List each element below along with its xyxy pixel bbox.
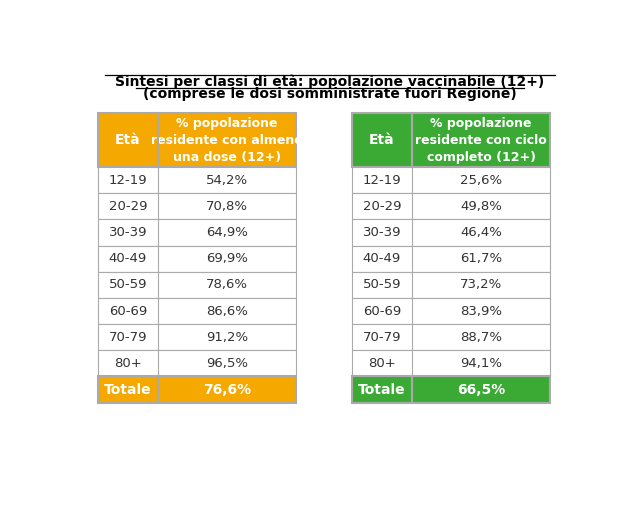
Bar [352, 246, 550, 272]
Bar [97, 167, 296, 193]
Text: 49,8%: 49,8% [460, 200, 502, 213]
Bar [97, 350, 296, 377]
Text: 80+: 80+ [368, 357, 396, 370]
Text: % popolazione
residente con almeno
una dose (12+): % popolazione residente con almeno una d… [151, 117, 303, 163]
Bar [97, 113, 296, 167]
Text: 40-49: 40-49 [109, 252, 147, 265]
Text: 80+: 80+ [114, 357, 142, 370]
Text: 61,7%: 61,7% [460, 252, 502, 265]
Bar [352, 272, 550, 298]
Text: 73,2%: 73,2% [460, 278, 502, 292]
Bar [97, 324, 296, 350]
Text: 91,2%: 91,2% [206, 331, 248, 344]
Text: 25,6%: 25,6% [460, 173, 502, 187]
Bar [97, 298, 296, 324]
Text: 96,5%: 96,5% [206, 357, 248, 370]
Text: 30-39: 30-39 [363, 226, 401, 239]
Text: 66,5%: 66,5% [457, 383, 506, 396]
Bar [352, 324, 550, 350]
Bar [352, 193, 550, 219]
Text: 40-49: 40-49 [363, 252, 401, 265]
Bar [352, 113, 550, 167]
Text: 12-19: 12-19 [363, 173, 401, 187]
Text: Totale: Totale [104, 383, 151, 396]
Text: 94,1%: 94,1% [460, 357, 502, 370]
Text: 70,8%: 70,8% [206, 200, 248, 213]
Bar [352, 167, 550, 193]
Text: 60-69: 60-69 [109, 304, 147, 318]
Bar [352, 298, 550, 324]
Text: 76,6%: 76,6% [203, 383, 251, 396]
Text: 83,9%: 83,9% [460, 304, 502, 318]
Text: 46,4%: 46,4% [460, 226, 502, 239]
Text: 20-29: 20-29 [363, 200, 401, 213]
Text: 12-19: 12-19 [108, 173, 147, 187]
Text: 88,7%: 88,7% [460, 331, 502, 344]
Bar [97, 193, 296, 219]
Bar [97, 272, 296, 298]
Text: 70-79: 70-79 [109, 331, 147, 344]
Text: 50-59: 50-59 [363, 278, 401, 292]
Text: 70-79: 70-79 [363, 331, 401, 344]
Bar [97, 246, 296, 272]
Text: Totale: Totale [358, 383, 406, 396]
Text: 69,9%: 69,9% [206, 252, 248, 265]
Text: Età: Età [115, 133, 140, 147]
Text: Sintesi per classi di età: popolazione vaccinabile (12+): Sintesi per classi di età: popolazione v… [115, 74, 545, 89]
Text: 30-39: 30-39 [109, 226, 147, 239]
Text: 20-29: 20-29 [109, 200, 147, 213]
Bar [97, 377, 296, 403]
Text: Età: Età [369, 133, 395, 147]
Text: 86,6%: 86,6% [206, 304, 248, 318]
Bar [97, 219, 296, 246]
Text: 50-59: 50-59 [109, 278, 147, 292]
Text: 64,9%: 64,9% [206, 226, 248, 239]
Text: (comprese le dosi somministrate fuori Regione): (comprese le dosi somministrate fuori Re… [143, 87, 517, 101]
Text: 60-69: 60-69 [363, 304, 401, 318]
Text: 54,2%: 54,2% [206, 173, 248, 187]
Text: 78,6%: 78,6% [206, 278, 248, 292]
Bar [352, 350, 550, 377]
Bar [352, 377, 550, 403]
Bar [352, 219, 550, 246]
Text: % popolazione
residente con ciclo
completo (12+): % popolazione residente con ciclo comple… [415, 117, 547, 163]
